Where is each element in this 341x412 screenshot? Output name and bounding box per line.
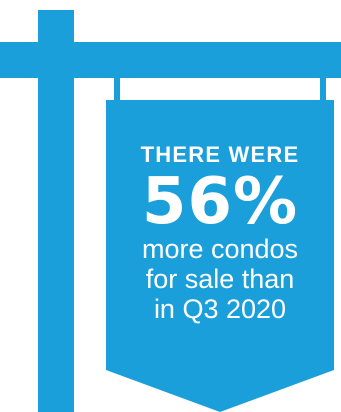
sign-stat: 56%	[141, 165, 299, 239]
sign-line-2: for sale than	[145, 264, 295, 294]
sign-line-3: in Q3 2020	[153, 294, 287, 324]
sign-hanger-right	[320, 78, 326, 100]
sign-text-block: THERE WERE 56% more condos for sale than…	[106, 140, 334, 324]
sign-headline: THERE WERE	[140, 142, 300, 167]
sign-board	[106, 100, 334, 412]
sign-arm	[0, 42, 341, 78]
sign-line-1: more condos	[141, 234, 299, 264]
sign-hanger-left	[114, 78, 120, 100]
